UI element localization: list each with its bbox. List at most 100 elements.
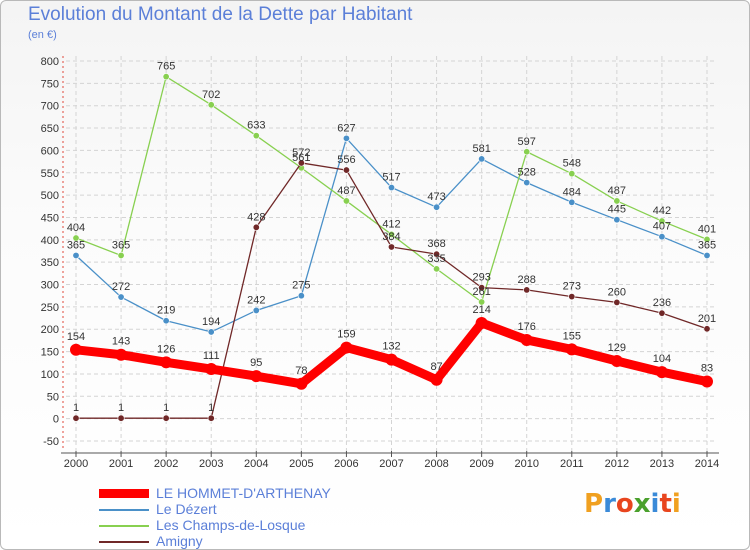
data-label: 597 bbox=[518, 136, 536, 148]
data-label: 407 bbox=[653, 221, 671, 233]
data-label: 401 bbox=[698, 223, 716, 235]
x-tick-label: 2009 bbox=[469, 458, 493, 470]
logo-letter: P bbox=[584, 489, 604, 519]
data-point bbox=[162, 414, 170, 422]
y-tick-label: 300 bbox=[41, 280, 59, 292]
data-label: 572 bbox=[292, 147, 310, 159]
data-point bbox=[520, 333, 533, 346]
chart-title: Evolution du Montant de la Dette par Hab… bbox=[28, 4, 413, 25]
data-label: 159 bbox=[337, 329, 355, 341]
data-point bbox=[252, 223, 260, 231]
data-label: 288 bbox=[518, 274, 536, 286]
data-label: 111 bbox=[203, 350, 220, 362]
data-label: 83 bbox=[701, 363, 713, 375]
proxiti-logo[interactable]: Proxiti bbox=[584, 489, 681, 519]
data-point bbox=[478, 284, 486, 292]
data-label: 87 bbox=[430, 361, 442, 373]
data-point bbox=[430, 373, 443, 386]
data-label: 633 bbox=[247, 120, 265, 132]
y-tick-label: 250 bbox=[41, 302, 59, 314]
data-label: 293 bbox=[472, 272, 490, 284]
data-label: 143 bbox=[112, 336, 130, 348]
y-tick-label: 100 bbox=[41, 369, 59, 381]
data-label: 104 bbox=[653, 353, 671, 365]
legend-swatch-amigny bbox=[99, 541, 149, 543]
data-label: 627 bbox=[337, 122, 355, 134]
logo-letter: x bbox=[633, 489, 651, 519]
y-tick-label: 200 bbox=[41, 324, 59, 336]
logo-letter: t bbox=[659, 489, 672, 519]
series-layer bbox=[70, 73, 713, 422]
data-label: 442 bbox=[653, 205, 671, 217]
x-tick-label: 2013 bbox=[650, 458, 674, 470]
data-label: 129 bbox=[608, 342, 626, 354]
data-label: 1 bbox=[118, 402, 124, 414]
data-point bbox=[340, 341, 353, 354]
data-point bbox=[385, 353, 398, 366]
data-label: 445 bbox=[608, 204, 626, 216]
data-point bbox=[658, 217, 666, 225]
y-tick-label: 700 bbox=[41, 101, 59, 113]
data-label: 581 bbox=[472, 143, 490, 155]
data-label: 260 bbox=[608, 286, 626, 298]
data-label: 561 bbox=[292, 152, 310, 164]
data-point bbox=[703, 235, 711, 243]
x-tick-label: 2014 bbox=[695, 458, 719, 470]
data-point bbox=[162, 317, 170, 325]
x-tick-label: 2004 bbox=[244, 458, 268, 470]
data-label: 1 bbox=[163, 402, 169, 414]
y-tick-label: 0 bbox=[53, 414, 59, 426]
data-label: 384 bbox=[382, 231, 400, 243]
x-tick-label: 2005 bbox=[289, 458, 313, 470]
x-tick-label: 2011 bbox=[560, 458, 584, 470]
data-point bbox=[207, 414, 215, 422]
data-label: 126 bbox=[157, 343, 175, 355]
legend-label-amigny: Amigny bbox=[156, 533, 203, 549]
data-label: 95 bbox=[250, 357, 262, 369]
x-tick-label: 2012 bbox=[605, 458, 629, 470]
data-point bbox=[523, 179, 531, 187]
data-point bbox=[568, 170, 576, 178]
data-point bbox=[658, 309, 666, 317]
y-tick-label: 400 bbox=[41, 235, 59, 247]
data-label: 273 bbox=[563, 281, 581, 293]
data-label: 194 bbox=[202, 316, 220, 328]
legend-swatch-champs bbox=[99, 525, 149, 527]
x-tick-label: 2000 bbox=[64, 458, 88, 470]
legend-swatch-dezert bbox=[99, 509, 149, 511]
data-point bbox=[478, 155, 486, 163]
y-tick-label: 50 bbox=[47, 391, 59, 403]
data-label: 412 bbox=[382, 218, 400, 230]
data-point bbox=[342, 134, 350, 142]
data-label: 261 bbox=[472, 286, 490, 298]
data-point bbox=[207, 328, 215, 336]
y-tick-label: 750 bbox=[41, 78, 59, 90]
data-label: 176 bbox=[518, 321, 536, 333]
data-label: 201 bbox=[698, 313, 716, 325]
data-point bbox=[72, 234, 80, 242]
data-label: 702 bbox=[202, 89, 220, 101]
data-point bbox=[610, 354, 623, 367]
data-point bbox=[475, 316, 488, 329]
data-label: 242 bbox=[247, 294, 265, 306]
grid-layer bbox=[66, 56, 717, 451]
data-point bbox=[478, 298, 486, 306]
data-label: 78 bbox=[295, 365, 307, 377]
data-label: 517 bbox=[382, 172, 400, 184]
data-label: 1 bbox=[208, 402, 214, 414]
legend-label-champs: Les Champs-de-Losque bbox=[156, 517, 306, 533]
x-tick-label: 2008 bbox=[424, 458, 448, 470]
unit-label: (en €) bbox=[28, 29, 57, 41]
data-point bbox=[342, 197, 350, 205]
legend-swatch-hommet bbox=[99, 489, 149, 498]
data-point bbox=[433, 203, 441, 211]
data-point bbox=[703, 251, 711, 259]
data-label: 272 bbox=[112, 281, 130, 293]
data-label: 335 bbox=[427, 253, 445, 265]
data-label: 214 bbox=[472, 304, 490, 316]
axis-layer: -50 0 50 100 150 200 250 300 350 400 450 500 550 600 6… bbox=[41, 56, 719, 470]
x-tick-label: 2001 bbox=[109, 458, 133, 470]
data-point bbox=[523, 286, 531, 294]
data-point bbox=[117, 251, 125, 259]
data-point bbox=[387, 243, 395, 251]
